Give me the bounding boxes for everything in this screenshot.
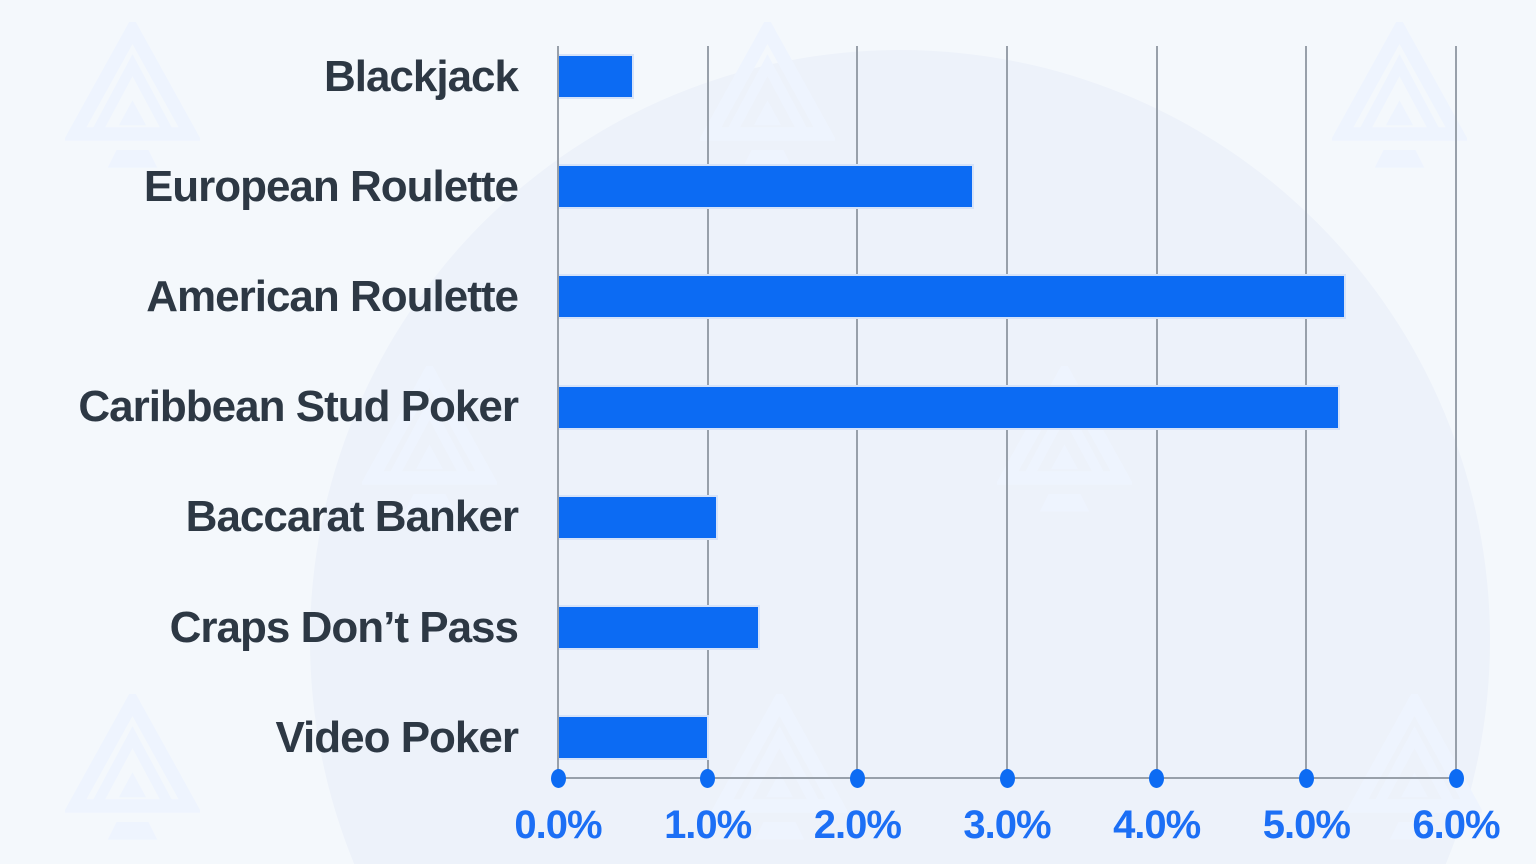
brand-watermark-icon bbox=[710, 687, 849, 851]
x-axis-tick-label: 3.0% bbox=[963, 803, 1051, 847]
bar-american-roulette bbox=[559, 274, 1347, 320]
brand-watermark-icon bbox=[698, 15, 837, 179]
bar-caribbean-stud-poker bbox=[559, 384, 1341, 430]
bar-european-roulette bbox=[559, 164, 974, 210]
category-label: Craps Don’t Pass bbox=[169, 602, 519, 652]
bar-video-poker bbox=[559, 715, 709, 761]
gridline bbox=[557, 46, 559, 778]
axis-tick-dot bbox=[1149, 768, 1165, 788]
bar-baccarat-banker bbox=[559, 494, 718, 540]
x-axis-tick-label: 1.0% bbox=[664, 803, 752, 847]
x-axis-tick-label: 4.0% bbox=[1113, 803, 1201, 847]
x-axis-tick-label: 6.0% bbox=[1412, 803, 1500, 847]
x-axis-tick-label: 5.0% bbox=[1262, 803, 1351, 847]
bar-craps-don-t-pass bbox=[559, 605, 760, 650]
gridline bbox=[1455, 46, 1457, 778]
x-axis-tick-label: 2.0% bbox=[813, 803, 902, 847]
category-label: Video Poker bbox=[275, 712, 519, 762]
brand-watermark-icon bbox=[63, 15, 202, 179]
axis-tick-dot bbox=[550, 768, 566, 788]
axis-tick-dot bbox=[1448, 768, 1464, 788]
brand-watermark-icon bbox=[1330, 15, 1469, 179]
x-axis-tick-label: 0.0% bbox=[514, 803, 602, 847]
brand-watermark-icon bbox=[360, 359, 499, 523]
axis-tick-dot bbox=[700, 768, 716, 788]
axis-tick-dot bbox=[999, 768, 1015, 788]
category-label: Blackjack bbox=[323, 51, 519, 101]
brand-watermark-icon bbox=[1345, 687, 1484, 851]
category-label: Baccarat Banker bbox=[185, 492, 519, 542]
bar-blackjack bbox=[559, 54, 634, 99]
axis-tick-dot bbox=[1298, 768, 1314, 788]
category-label: European Roulette bbox=[143, 161, 519, 211]
brand-watermark-icon bbox=[63, 687, 202, 851]
axis-tick-dot bbox=[849, 768, 865, 788]
category-label: American Roulette bbox=[146, 271, 519, 321]
category-label: Caribbean Stud Poker bbox=[78, 382, 519, 432]
